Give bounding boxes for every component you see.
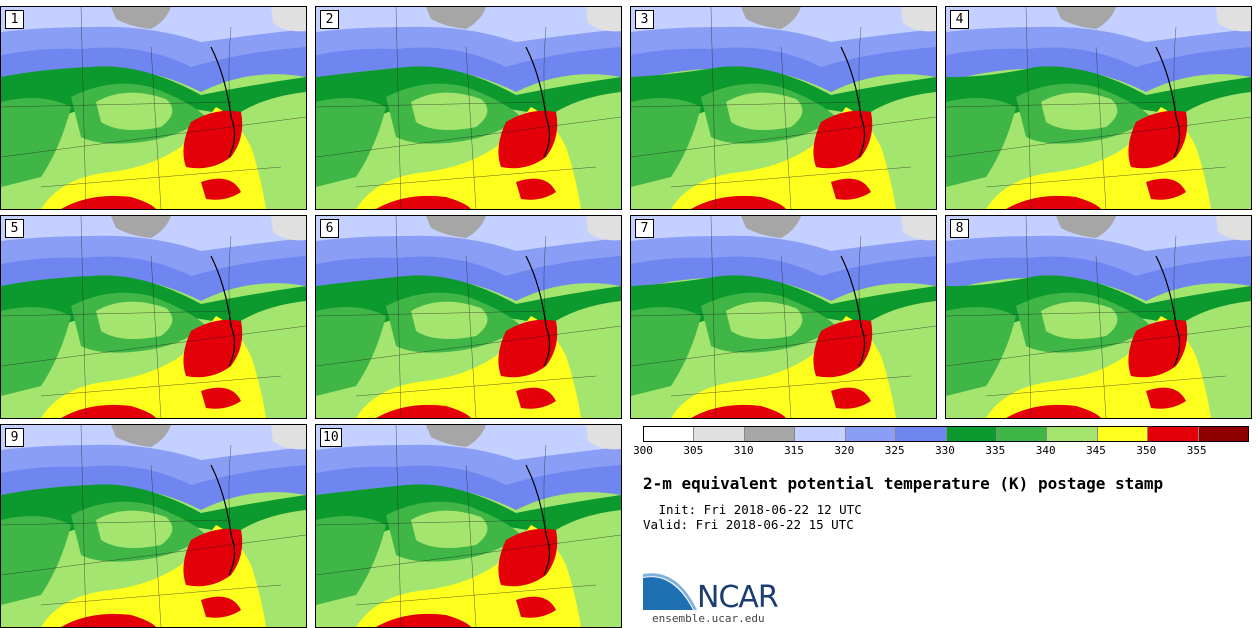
member-number: 7 — [635, 219, 654, 238]
ensemble-member-panel: 10 — [315, 424, 622, 628]
ensemble-member-panel: 8 — [945, 215, 1252, 419]
colorbar-swatch — [743, 427, 795, 441]
member-number: 5 — [5, 219, 24, 238]
ensemble-map — [631, 216, 936, 418]
colorbar-ticks: 300 305 310 315 320 325 330 335 340 345 350 355 — [633, 444, 1247, 458]
member-number: 4 — [950, 10, 969, 29]
colorbar-swatch — [794, 427, 845, 441]
colorbar-swatch — [844, 427, 896, 441]
colorbar-tick-label: 345 — [1086, 444, 1106, 457]
member-number: 3 — [635, 10, 654, 29]
colorbar — [643, 426, 1249, 442]
colorbar-tick-label: 300 — [633, 444, 653, 457]
ensemble-map — [316, 216, 621, 418]
member-number: 1 — [5, 10, 24, 29]
colorbar-tick-label: 350 — [1136, 444, 1157, 457]
member-number: 2 — [320, 10, 339, 29]
ensemble-member-panel: 9 — [0, 424, 307, 628]
member-number: 9 — [5, 428, 24, 447]
colorbar-tick-label: 340 — [1035, 444, 1056, 457]
colorbar-tick-label: 355 — [1186, 444, 1207, 457]
ensemble-member-panel: 2 — [315, 6, 622, 210]
member-number: 6 — [320, 219, 339, 238]
ensemble-map — [1, 216, 306, 418]
colorbar-tick-label: 320 — [834, 444, 855, 457]
ensemble-map — [1, 7, 306, 209]
colorbar-swatch — [945, 427, 996, 441]
ensemble-map — [316, 7, 621, 209]
ensemble-map — [1, 425, 306, 627]
ensemble-member-panel: 4 — [945, 6, 1252, 210]
colorbar-swatch — [644, 427, 694, 441]
colorbar-tick-label: 325 — [884, 444, 905, 457]
logo-url: ensemble.ucar.edu — [652, 612, 765, 625]
init-time: Init: Fri 2018-06-22 12 UTC — [651, 502, 862, 517]
ensemble-member-panel: 1 — [0, 6, 307, 210]
colorbar-swatch — [1096, 427, 1148, 441]
member-number: 10 — [320, 428, 342, 447]
chart-title: 2-m equivalent potential temperature (K)… — [643, 474, 1164, 493]
ensemble-member-panel: 7 — [630, 215, 937, 419]
colorbar-swatch — [693, 427, 744, 441]
ensemble-map — [946, 216, 1251, 418]
colorbar-swatch — [1046, 427, 1097, 441]
ncar-logo-icon — [643, 573, 697, 610]
colorbar-swatch — [1147, 427, 1198, 441]
ensemble-map — [316, 425, 621, 627]
colorbar-swatch — [1197, 427, 1249, 441]
colorbar-tick-label: 305 — [683, 444, 704, 457]
colorbar-swatch — [995, 427, 1047, 441]
ensemble-member-panel: 3 — [630, 6, 937, 210]
logo-text: NCAR — [697, 580, 779, 615]
colorbar-tick-label: 330 — [935, 444, 955, 457]
colorbar-tick-label: 310 — [733, 444, 754, 457]
member-number: 8 — [950, 219, 969, 238]
colorbar-tick-label: 315 — [784, 444, 804, 457]
ensemble-map — [631, 7, 936, 209]
ensemble-member-panel: 6 — [315, 215, 622, 419]
colorbar-tick-label: 335 — [985, 444, 1006, 457]
ensemble-member-panel: 5 — [0, 215, 307, 419]
colorbar-swatch — [895, 427, 946, 441]
ensemble-map — [946, 7, 1251, 209]
valid-time: Valid: Fri 2018-06-22 15 UTC — [643, 517, 854, 532]
